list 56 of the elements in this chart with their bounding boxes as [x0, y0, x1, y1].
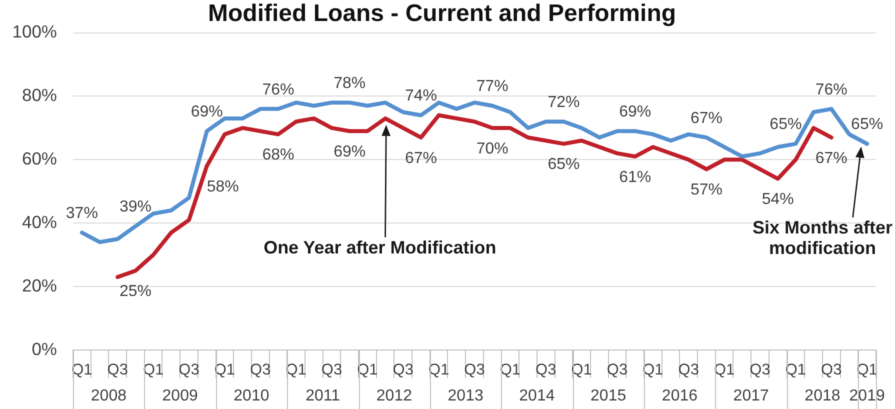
- data-label: 76%: [815, 81, 848, 98]
- text: 2011: [306, 387, 340, 404]
- data-label: 25%: [119, 283, 152, 300]
- text: 2009: [162, 387, 198, 404]
- data-label: 69%: [619, 104, 652, 121]
- x-tick-label: Q3: [392, 362, 414, 379]
- data-label: 67%: [690, 110, 722, 127]
- x-tick-label: Q3: [178, 362, 200, 379]
- data-label: 57%: [690, 182, 722, 199]
- text: 2015: [590, 387, 626, 404]
- annotation: One Year after Modification: [264, 237, 496, 258]
- y-tick-label: 60%: [22, 148, 57, 169]
- data-label: 37%: [66, 205, 98, 222]
- y-tick-label: 0%: [32, 338, 57, 359]
- data-label: 76%: [262, 81, 294, 98]
- data-label: 39%: [119, 198, 152, 216]
- x-tick-label: Q3: [107, 362, 128, 379]
- text: 2017: [733, 387, 769, 404]
- text: 2012: [376, 387, 412, 404]
- x-tick-label: Q3: [678, 362, 699, 379]
- data-label: 58%: [206, 178, 239, 196]
- data-label: 67%: [404, 150, 437, 167]
- x-tick-label: Q3: [321, 362, 342, 379]
- data-label: 65%: [770, 116, 802, 134]
- text: 2013: [448, 387, 484, 404]
- x-tick-label: Q3: [464, 362, 485, 379]
- data-label: 67%: [815, 150, 848, 167]
- x-tick-label: Q3: [250, 362, 271, 379]
- data-label: 54%: [762, 191, 794, 208]
- x-tick-label: Q3: [821, 362, 842, 379]
- y-tick-label: 100%: [12, 22, 57, 42]
- chart-title: Modified Loans - Current and Performing: [208, 0, 676, 28]
- text: 2016: [662, 387, 698, 404]
- data-label: 70%: [476, 140, 508, 158]
- y-tick-label: 40%: [22, 212, 57, 232]
- text: 2019: [849, 387, 885, 404]
- y-tick-label: 20%: [22, 275, 57, 296]
- text: 2018: [804, 387, 840, 404]
- data-label: 74%: [404, 88, 437, 105]
- data-label: 72%: [548, 94, 580, 112]
- data-label: 61%: [619, 168, 652, 186]
- data-label: 68%: [262, 146, 294, 164]
- x-tick-label: Q3: [536, 362, 556, 379]
- text: 2014: [519, 387, 555, 404]
- annotation: Six Months after modification: [752, 218, 892, 258]
- text: 2008: [90, 387, 127, 404]
- text: 2010: [234, 387, 270, 404]
- data-label: 69%: [190, 104, 223, 121]
- data-label: 69%: [334, 144, 366, 161]
- data-label: 77%: [476, 78, 508, 96]
- y-tick-label: 80%: [22, 85, 57, 106]
- x-tick-label: Q3: [606, 362, 628, 379]
- x-tick-label: Q3: [750, 362, 770, 379]
- data-label: 65%: [851, 116, 884, 134]
- data-label: 78%: [334, 74, 366, 92]
- data-label: 65%: [548, 156, 580, 174]
